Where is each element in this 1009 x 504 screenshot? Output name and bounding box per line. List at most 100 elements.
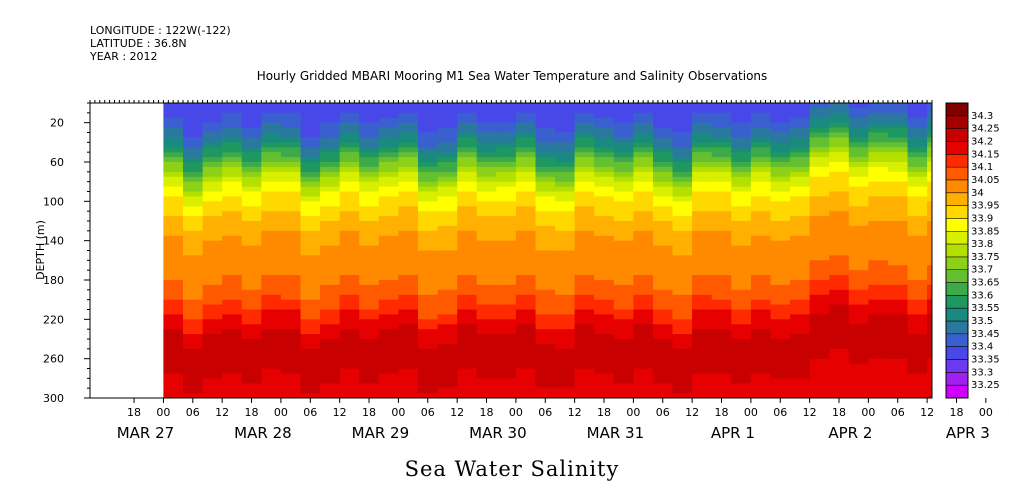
heatmap-cell — [809, 314, 830, 320]
heatmap-cell — [613, 162, 634, 168]
heatmap-cell — [829, 196, 850, 202]
heatmap-cell — [927, 221, 932, 227]
heatmap-cell — [594, 265, 615, 271]
heatmap-cell — [829, 235, 850, 242]
heatmap-cell — [339, 132, 360, 138]
heatmap-cell — [868, 245, 889, 252]
heatmap-cell — [202, 383, 223, 389]
heatmap-cell — [711, 368, 732, 374]
heatmap-cell — [887, 299, 909, 306]
heatmap-cell — [457, 230, 478, 237]
heatmap-cell — [339, 171, 360, 178]
heatmap-cell — [457, 221, 478, 227]
heatmap-cell — [653, 162, 674, 168]
heatmap-cell — [515, 157, 537, 163]
heatmap-cell — [241, 142, 262, 148]
heatmap-cell — [770, 171, 791, 178]
heatmap-cell — [731, 112, 752, 119]
x-tick-label: 18 — [245, 406, 259, 419]
heatmap-cell — [457, 289, 478, 296]
heatmap-cell — [633, 196, 654, 202]
heatmap-cell — [183, 294, 204, 301]
heatmap-cell — [359, 265, 380, 271]
heatmap-cell — [515, 216, 537, 222]
heatmap-cell — [809, 107, 830, 114]
heatmap-cell — [496, 122, 517, 129]
heatmap-cell — [163, 270, 184, 276]
heatmap-cell — [770, 280, 791, 286]
heatmap-cell — [574, 339, 595, 345]
heatmap-cell — [457, 339, 478, 345]
heatmap-cell — [809, 240, 830, 247]
colorbar-swatch — [946, 308, 968, 322]
heatmap-cell — [672, 378, 693, 384]
x-tick-label: 00 — [744, 406, 758, 419]
heatmap-cell — [594, 329, 615, 335]
heatmap-cell — [633, 171, 654, 178]
heatmap-cell — [672, 280, 693, 286]
heatmap-cell — [809, 176, 830, 183]
heatmap-cell — [633, 152, 654, 158]
heatmap-cell — [222, 181, 243, 188]
heatmap-cell — [594, 388, 615, 394]
heatmap-cell — [594, 309, 615, 315]
heatmap-cell — [692, 211, 713, 217]
heatmap-cell — [280, 117, 302, 124]
heatmap-cell — [241, 358, 262, 365]
heatmap-cell — [359, 373, 380, 379]
heatmap-cell — [711, 235, 732, 242]
heatmap-cell — [574, 171, 595, 178]
heatmap-cell — [770, 284, 791, 291]
heatmap-cell — [359, 358, 380, 365]
heatmap-cell — [731, 334, 752, 340]
heatmap-cell — [692, 270, 713, 276]
heatmap-cell — [848, 388, 869, 394]
heatmap-cell — [261, 103, 282, 109]
heatmap-cell — [398, 339, 419, 345]
heatmap-cell — [731, 162, 752, 168]
heatmap-cell — [300, 117, 321, 124]
heatmap-cell — [476, 393, 497, 398]
heatmap-cell — [222, 280, 243, 286]
heatmap-cell — [359, 353, 380, 360]
heatmap-cell — [378, 334, 399, 340]
x-tick-label: 00 — [509, 406, 523, 419]
heatmap-cell — [653, 201, 674, 207]
heatmap-cell — [457, 373, 478, 379]
heatmap-cell — [770, 162, 791, 168]
heatmap-cell — [378, 265, 399, 271]
heatmap-cell — [320, 289, 341, 296]
heatmap-cell — [320, 117, 341, 124]
heatmap-cell — [848, 270, 869, 276]
heatmap-cell — [202, 339, 223, 345]
heatmap-cell — [535, 348, 556, 355]
heatmap-cell — [672, 103, 693, 109]
heatmap-cell — [241, 388, 262, 394]
colorbar-level-label: 33.9 — [971, 213, 993, 224]
heatmap-cell — [300, 166, 321, 173]
heatmap-cell — [261, 142, 282, 148]
heatmap-cell — [750, 388, 772, 394]
heatmap-cell — [809, 324, 830, 330]
heatmap-cell — [496, 319, 517, 325]
heatmap-cell — [633, 162, 654, 168]
heatmap-cell — [868, 181, 889, 188]
heatmap-cell — [613, 378, 634, 384]
heatmap-cell — [594, 353, 615, 360]
heatmap-cell — [163, 363, 184, 370]
heatmap-cell — [339, 201, 360, 207]
heatmap-cell — [653, 324, 674, 330]
heatmap-cell — [261, 348, 282, 355]
heatmap-cell — [887, 171, 909, 178]
heatmap-cell — [613, 157, 634, 163]
heatmap-cell — [280, 339, 302, 345]
heatmap-cell — [261, 147, 282, 153]
heatmap-cell — [887, 225, 909, 232]
heatmap-cell — [320, 255, 341, 261]
heatmap-cell — [418, 152, 439, 158]
heatmap-cell — [476, 176, 497, 183]
heatmap-cell — [359, 348, 380, 355]
heatmap-cell — [594, 378, 615, 384]
heatmap-cells — [163, 103, 932, 398]
